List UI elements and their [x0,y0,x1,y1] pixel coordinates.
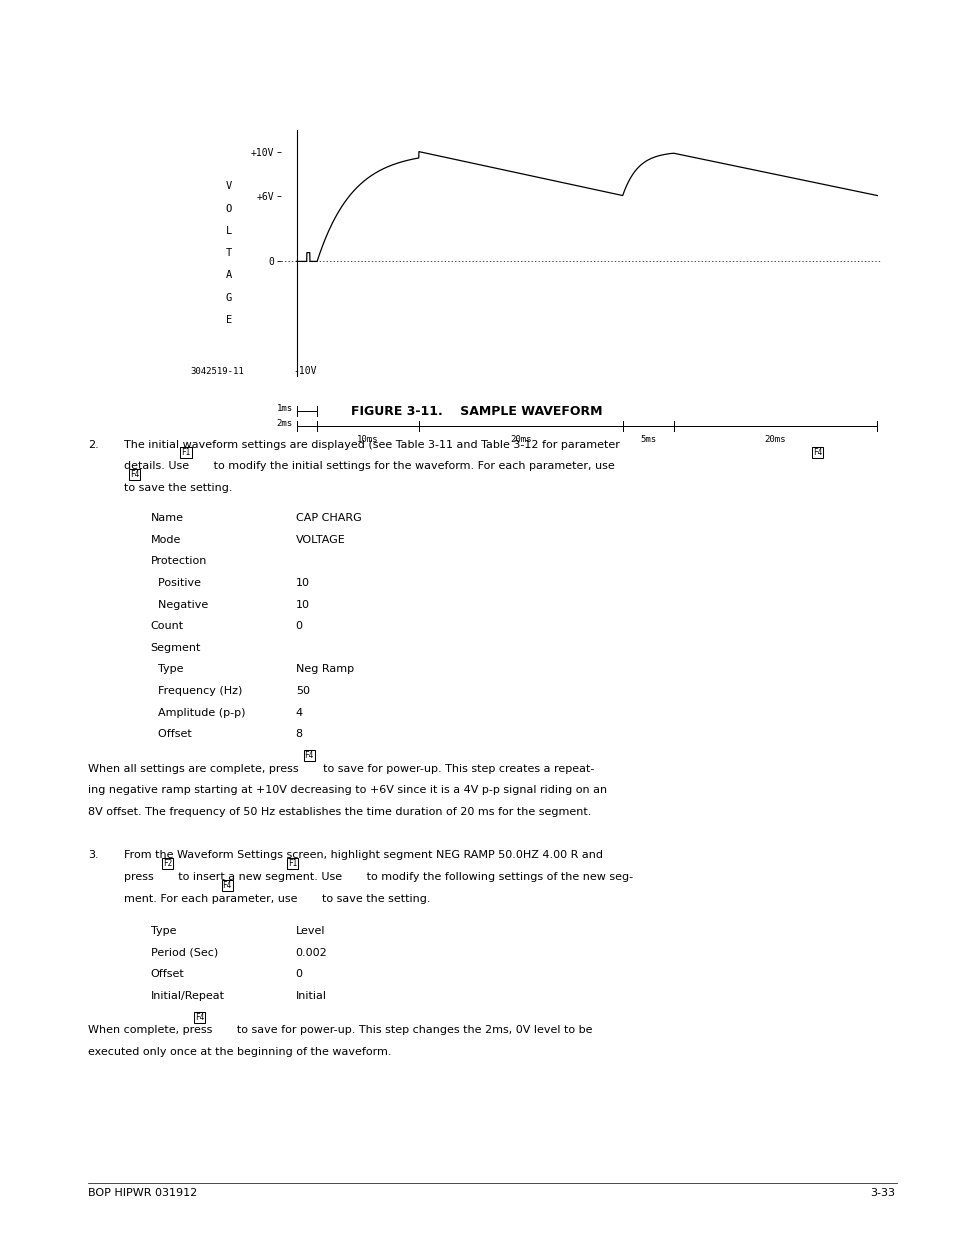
Text: E: E [226,315,232,325]
Text: BOP HIPWR 031912: BOP HIPWR 031912 [88,1188,197,1198]
Text: Count: Count [151,621,184,631]
Text: 20ms: 20ms [510,435,531,443]
Text: Offset: Offset [151,969,184,979]
Text: 0: 0 [295,969,302,979]
Text: T: T [226,248,232,258]
Text: 0.002: 0.002 [295,947,327,957]
Text: When all settings are complete, press       to save for power-up. This step crea: When all settings are complete, press to… [88,763,594,774]
Text: 8: 8 [295,729,302,740]
Text: F2: F2 [163,860,172,868]
Text: 5ms: 5ms [639,435,656,443]
Text: 0: 0 [295,621,302,631]
Text: Type: Type [151,926,176,936]
Text: 1ms: 1ms [276,404,293,414]
Text: 2ms: 2ms [276,419,293,429]
Text: F4: F4 [130,469,139,479]
Text: 3-33: 3-33 [869,1188,894,1198]
Text: F1: F1 [181,448,191,457]
Text: Period (Sec): Period (Sec) [151,947,217,957]
Text: Frequency (Hz): Frequency (Hz) [151,687,242,697]
Text: 4: 4 [295,708,302,718]
Text: to save the setting.: to save the setting. [124,483,233,493]
Text: The initial waveform settings are displayed (see Table 3-11 and Table 3-12 for p: The initial waveform settings are displa… [124,440,619,450]
Text: VOLTAGE: VOLTAGE [295,535,345,545]
Text: ment. For each parameter, use       to save the setting.: ment. For each parameter, use to save th… [124,894,430,904]
Text: F4: F4 [304,751,314,760]
Text: details. Use       to modify the initial settings for the waveform. For each par: details. Use to modify the initial setti… [124,461,639,472]
Text: L: L [226,226,232,236]
Text: FIGURE 3-11.    SAMPLE WAVEFORM: FIGURE 3-11. SAMPLE WAVEFORM [351,405,602,419]
Text: F4: F4 [222,881,232,889]
Text: Type: Type [151,664,183,674]
Text: 3.: 3. [88,850,98,861]
Text: 3042519-11: 3042519-11 [191,367,244,375]
Text: press       to insert a new segment. Use       to modify the following settings : press to insert a new segment. Use to mo… [124,872,633,882]
Text: F4: F4 [812,448,821,457]
Text: From the Waveform Settings screen, highlight segment NEG RAMP 50.0HZ 4.00 R and: From the Waveform Settings screen, highl… [124,850,602,861]
Text: F4: F4 [194,1013,204,1021]
Text: O: O [226,204,232,214]
Text: Initial: Initial [295,990,326,1000]
Text: G: G [226,293,232,303]
Text: executed only once at the beginning of the waveform.: executed only once at the beginning of t… [88,1047,391,1057]
Text: ing negative ramp starting at +10V decreasing to +6V since it is a 4V p-p signal: ing negative ramp starting at +10V decre… [88,785,606,795]
Text: V: V [226,182,232,191]
Text: Offset: Offset [151,729,192,740]
Text: 10: 10 [295,578,310,588]
Text: F1: F1 [288,860,297,868]
Text: 8V offset. The frequency of 50 Hz establishes the time duration of 20 ms for the: 8V offset. The frequency of 50 Hz establ… [88,808,591,818]
Text: A: A [226,270,232,280]
Text: Negative: Negative [151,600,208,610]
Text: CAP CHARG: CAP CHARG [295,514,361,524]
Text: Initial/Repeat: Initial/Repeat [151,990,225,1000]
Text: Level: Level [295,926,325,936]
Text: Mode: Mode [151,535,181,545]
Text: 2.: 2. [88,440,98,450]
Text: Positive: Positive [151,578,200,588]
Text: 10: 10 [295,600,310,610]
Text: When complete, press       to save for power-up. This step changes the 2ms, 0V l: When complete, press to save for power-u… [88,1025,592,1035]
Text: 10ms: 10ms [356,435,378,443]
Text: Neg Ramp: Neg Ramp [295,664,354,674]
Text: 50: 50 [295,687,310,697]
Text: 20ms: 20ms [764,435,785,443]
Text: Segment: Segment [151,642,201,653]
Text: Protection: Protection [151,557,207,567]
Text: Amplitude (p-p): Amplitude (p-p) [151,708,245,718]
Text: Name: Name [151,514,184,524]
Text: -10V: -10V [293,367,316,377]
